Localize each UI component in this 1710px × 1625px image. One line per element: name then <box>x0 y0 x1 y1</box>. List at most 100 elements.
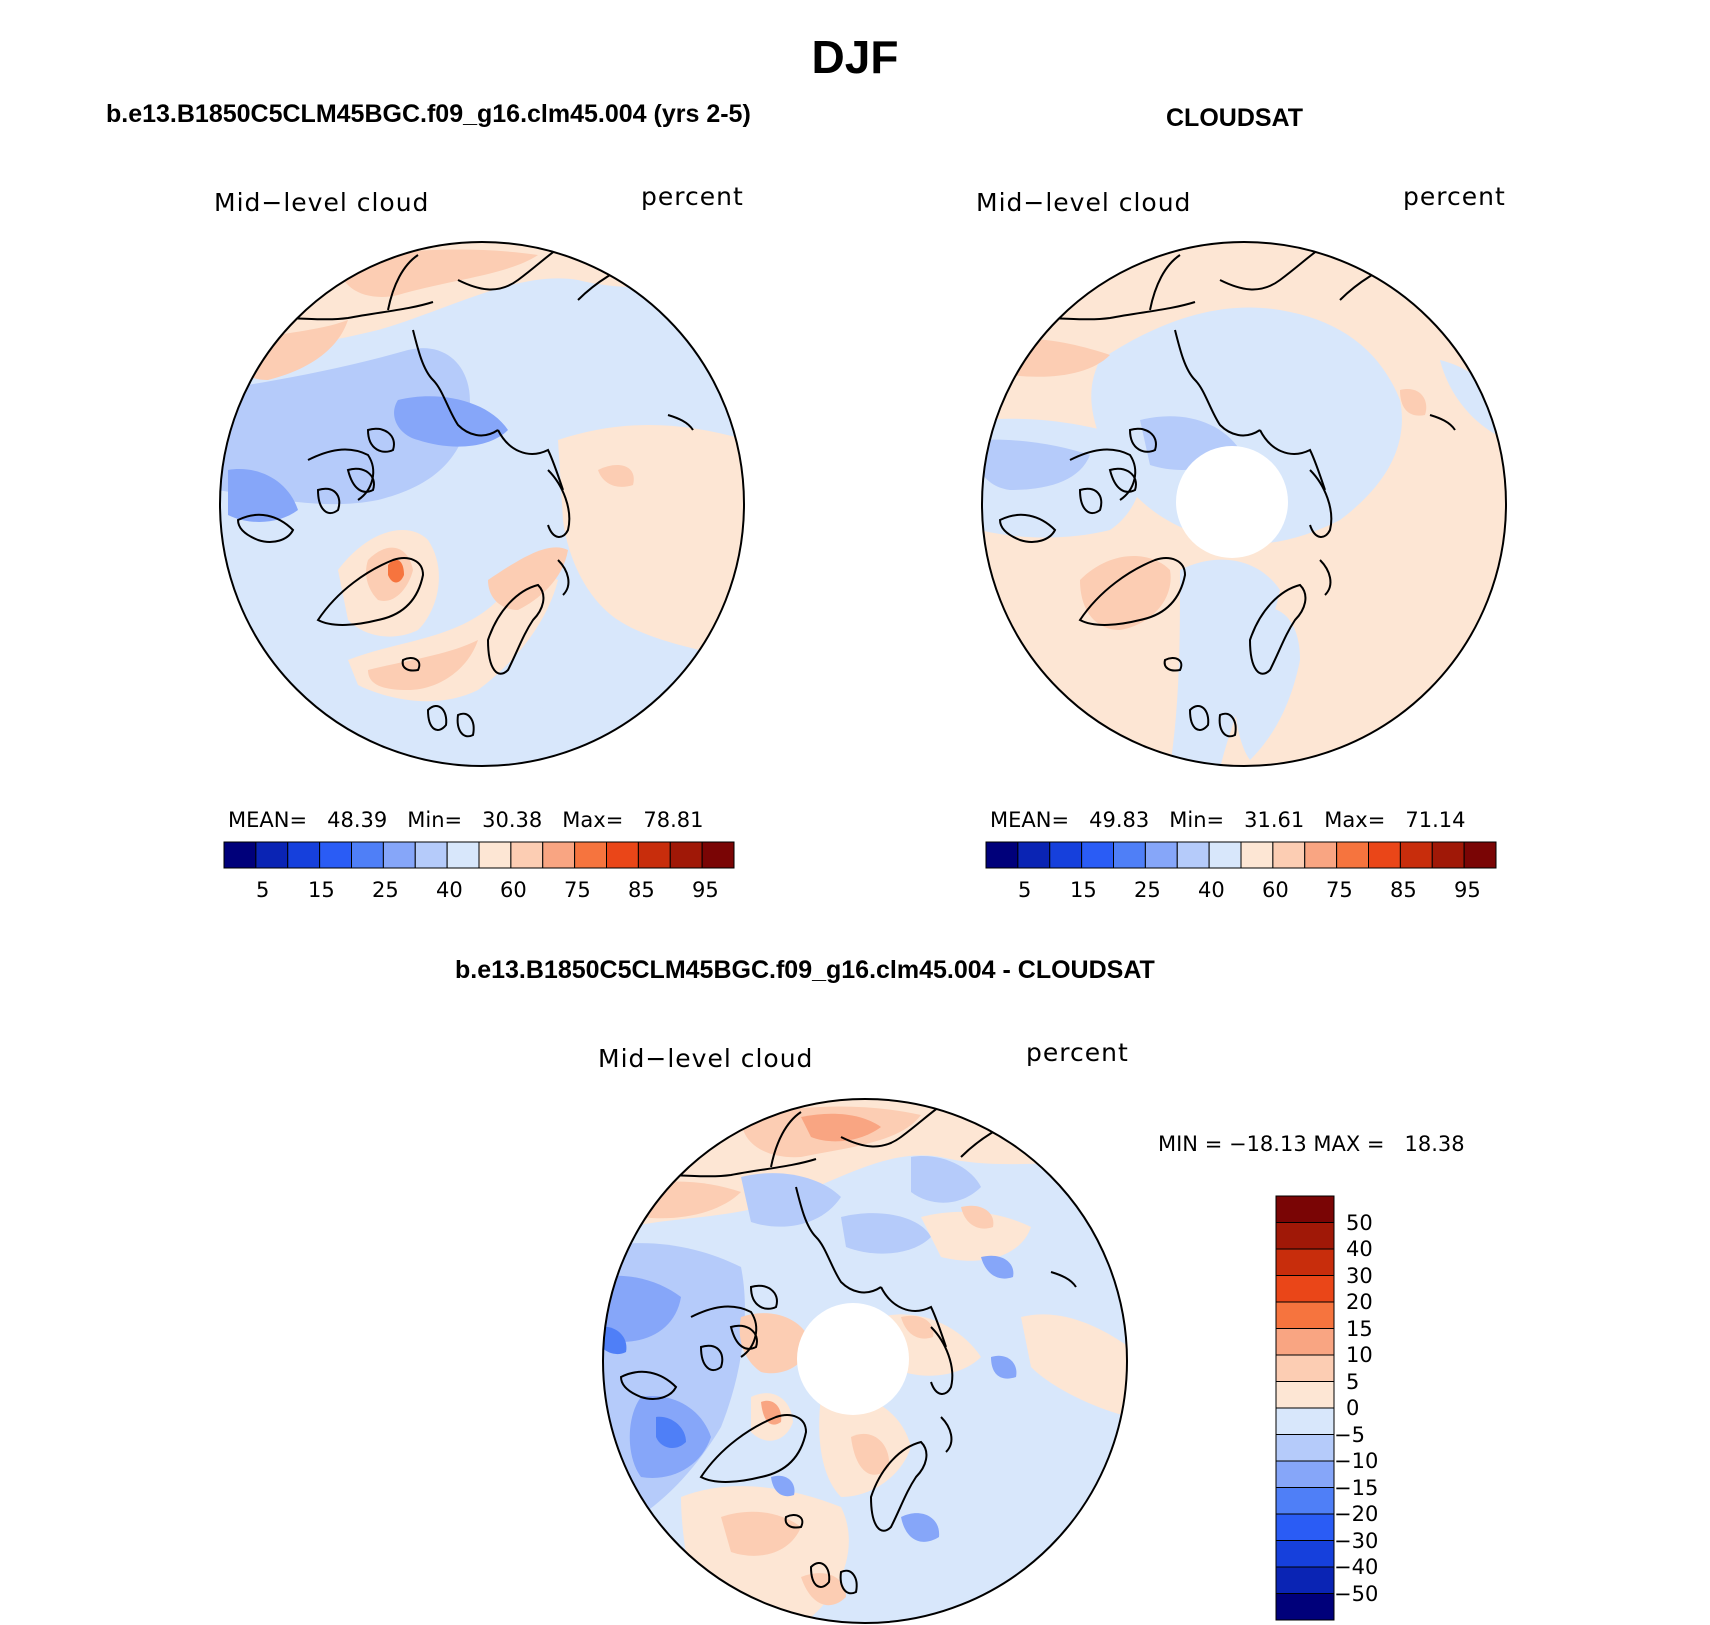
max-value-model: 78.81 <box>643 808 704 832</box>
cbar-tick: 85 <box>1390 878 1417 902</box>
colorbar-box <box>1275 1593 1335 1621</box>
colorbar-box <box>985 841 1019 869</box>
cbar-tick: −20 <box>1334 1502 1379 1526</box>
units-label-model: percent <box>641 182 744 211</box>
left-label-diff: Mid−level cloud <box>598 1044 814 1073</box>
cbar-tick: 40 <box>436 878 463 902</box>
colorbar-box <box>1275 1354 1335 1382</box>
colorbar-box <box>1275 1434 1335 1462</box>
polar-map-diff <box>602 1098 1128 1624</box>
colorbar-box <box>1240 841 1274 869</box>
colorbar-box <box>1275 1513 1335 1541</box>
cbar-tick: 10 <box>1346 1343 1373 1367</box>
max-label-model: Max= <box>562 808 624 832</box>
colorbar-box <box>1081 841 1115 869</box>
cbar-tick: 50 <box>1346 1211 1373 1235</box>
colorbar-box <box>1176 841 1210 869</box>
colorbar-ticks-obs: 5 15 25 40 60 75 85 95 <box>986 878 1496 908</box>
stats-obs: MEAN= 49.83 Min= 31.61 Max= 71.14 <box>990 808 1465 832</box>
colorbar-box <box>1275 1328 1335 1356</box>
colorbar-box <box>574 841 608 869</box>
colorbar-box <box>351 841 384 869</box>
cbar-tick: 85 <box>628 878 655 902</box>
polar-map-obs <box>981 241 1507 767</box>
polar-map-model <box>219 241 745 767</box>
cbar-tick: 5 <box>1018 878 1032 902</box>
colorbar-box <box>1431 841 1465 869</box>
cbar-tick: −30 <box>1334 1529 1379 1553</box>
colorbar-box <box>1208 841 1242 869</box>
colorbar-box <box>1275 1248 1335 1276</box>
colorbar-ticks-model: 5 15 25 40 60 75 85 95 <box>224 878 734 908</box>
min-value-obs: 31.61 <box>1244 808 1305 832</box>
cbar-tick: 40 <box>1198 878 1225 902</box>
colorbar-box <box>446 841 480 869</box>
cbar-tick: 95 <box>1454 878 1481 902</box>
mean-value-model: 48.39 <box>327 808 388 832</box>
colorbar-box <box>1113 841 1146 869</box>
colorbar-box <box>255 841 289 869</box>
colorbar-box <box>1275 1460 1335 1488</box>
colorbar-box <box>1144 841 1178 869</box>
colorbar-box <box>1017 841 1051 869</box>
cbar-tick: 0 <box>1346 1396 1360 1420</box>
cbar-tick: 15 <box>1070 878 1097 902</box>
colorbar-box <box>1368 841 1401 869</box>
colorbar-box <box>382 841 416 869</box>
cbar-tick: 40 <box>1346 1237 1373 1261</box>
cbar-tick: −10 <box>1334 1449 1379 1473</box>
colorbar-box <box>1275 1195 1335 1223</box>
colorbar-obs <box>985 841 1497 869</box>
cbar-tick: −5 <box>1334 1423 1365 1447</box>
colorbar-box <box>1275 1381 1335 1409</box>
max-label-obs: Max= <box>1324 808 1386 832</box>
cbar-tick: 60 <box>500 878 527 902</box>
units-label-obs: percent <box>1403 182 1506 211</box>
colorbar-box <box>319 841 353 869</box>
units-label-diff: percent <box>1026 1038 1129 1067</box>
colorbar-box <box>510 841 544 869</box>
min-label-obs: Min= <box>1169 808 1225 832</box>
colorbar-box <box>478 841 512 869</box>
colorbar-box <box>669 841 703 869</box>
cbar-tick: 20 <box>1346 1290 1373 1314</box>
minmax-diff: MIN = −18.13 MAX = 18.38 <box>1158 1132 1465 1156</box>
cbar-tick: 60 <box>1262 878 1289 902</box>
min-value-model: 30.38 <box>482 808 543 832</box>
colorbar-box <box>414 841 448 869</box>
min-label-model: Min= <box>407 808 463 832</box>
panel-title-diff: b.e13.B1850C5CLM45BGC.f09_g16.clm45.004 … <box>455 956 1155 984</box>
cbar-tick: 95 <box>692 878 719 902</box>
cbar-tick: 25 <box>1134 878 1161 902</box>
colorbar-box <box>1275 1407 1335 1435</box>
colorbar-box <box>1275 1275 1335 1303</box>
colorbar-box <box>1049 841 1083 869</box>
cbar-tick: 30 <box>1346 1264 1373 1288</box>
colorbar-box <box>1275 1222 1335 1250</box>
colorbar-box <box>637 841 671 869</box>
colorbar-box <box>223 841 257 869</box>
colorbar-box <box>1304 841 1338 869</box>
cbar-tick: −40 <box>1334 1555 1379 1579</box>
colorbar-diff <box>1275 1195 1335 1621</box>
colorbar-box <box>1275 1487 1335 1515</box>
panel-title-model: b.e13.B1850C5CLM45BGC.f09_g16.clm45.004 … <box>106 100 751 128</box>
colorbar-box <box>1272 841 1306 869</box>
colorbar-box <box>542 841 576 869</box>
cbar-tick: 75 <box>1326 878 1353 902</box>
cbar-tick: 5 <box>256 878 270 902</box>
cbar-tick: 75 <box>564 878 591 902</box>
colorbar-box <box>701 841 735 869</box>
colorbar-box <box>1275 1301 1335 1329</box>
polar-data-gap <box>1176 446 1288 558</box>
panel-title-obs: CLOUDSAT <box>1166 104 1304 132</box>
cbar-tick: −50 <box>1334 1582 1379 1606</box>
mean-label-obs: MEAN= <box>990 808 1070 832</box>
left-label-obs: Mid−level cloud <box>976 188 1192 217</box>
max-value-obs: 71.14 <box>1405 808 1466 832</box>
colorbar-box <box>287 841 321 869</box>
colorbar-box <box>1275 1540 1335 1568</box>
stats-model: MEAN= 48.39 Min= 30.38 Max= 78.81 <box>228 808 703 832</box>
cbar-tick: 25 <box>372 878 399 902</box>
polar-data-gap <box>797 1303 909 1415</box>
